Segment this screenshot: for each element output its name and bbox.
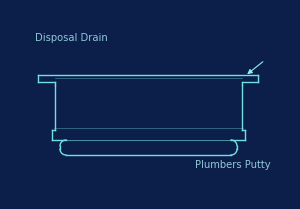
Text: Plumbers Putty: Plumbers Putty <box>195 160 271 170</box>
Text: Disposal Drain: Disposal Drain <box>35 33 108 43</box>
